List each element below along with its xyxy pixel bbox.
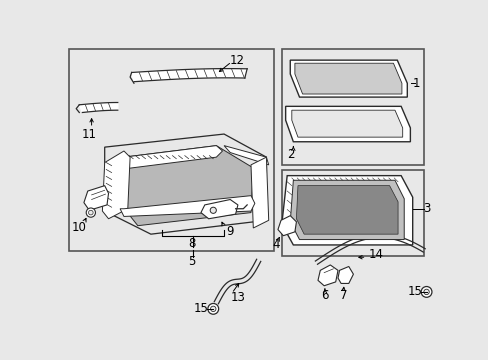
Text: 3: 3 [422, 202, 429, 215]
Polygon shape [294, 63, 401, 94]
Bar [281, 49, 424, 165]
Circle shape [88, 210, 93, 215]
Bar [68, 49, 274, 251]
Circle shape [207, 303, 218, 314]
Polygon shape [104, 134, 266, 234]
Text: 13: 13 [230, 291, 245, 304]
Polygon shape [281, 176, 412, 245]
Text: 4: 4 [271, 238, 279, 251]
Polygon shape [224, 145, 268, 165]
Text: 10: 10 [72, 221, 86, 234]
Polygon shape [290, 60, 407, 97]
Text: 1: 1 [412, 77, 420, 90]
Text: 15: 15 [407, 285, 422, 298]
Text: 2: 2 [287, 148, 294, 161]
Polygon shape [118, 145, 222, 169]
Polygon shape [317, 265, 337, 286]
Polygon shape [201, 199, 238, 219]
Polygon shape [285, 106, 409, 142]
Polygon shape [250, 157, 268, 228]
Bar [281, 170, 424, 256]
Circle shape [420, 287, 431, 297]
Text: 14: 14 [367, 248, 383, 261]
Text: 7: 7 [339, 289, 346, 302]
Polygon shape [296, 186, 397, 234]
Polygon shape [277, 216, 296, 236]
Text: 11: 11 [81, 127, 97, 140]
Text: 5: 5 [187, 255, 195, 268]
Circle shape [210, 306, 216, 311]
Circle shape [86, 208, 95, 217]
Text: 8: 8 [187, 237, 195, 250]
Polygon shape [102, 151, 130, 219]
Polygon shape [120, 195, 254, 216]
Text: 6: 6 [321, 289, 328, 302]
Polygon shape [104, 134, 266, 234]
Polygon shape [291, 110, 402, 137]
Text: 9: 9 [226, 225, 233, 238]
Text: 12: 12 [229, 54, 244, 67]
Polygon shape [79, 103, 118, 112]
Polygon shape [290, 180, 404, 239]
Text: 15: 15 [193, 302, 208, 315]
Polygon shape [84, 186, 108, 210]
Circle shape [210, 207, 216, 213]
Circle shape [423, 289, 428, 294]
Polygon shape [337, 266, 353, 283]
Polygon shape [131, 69, 246, 82]
Polygon shape [120, 145, 253, 226]
